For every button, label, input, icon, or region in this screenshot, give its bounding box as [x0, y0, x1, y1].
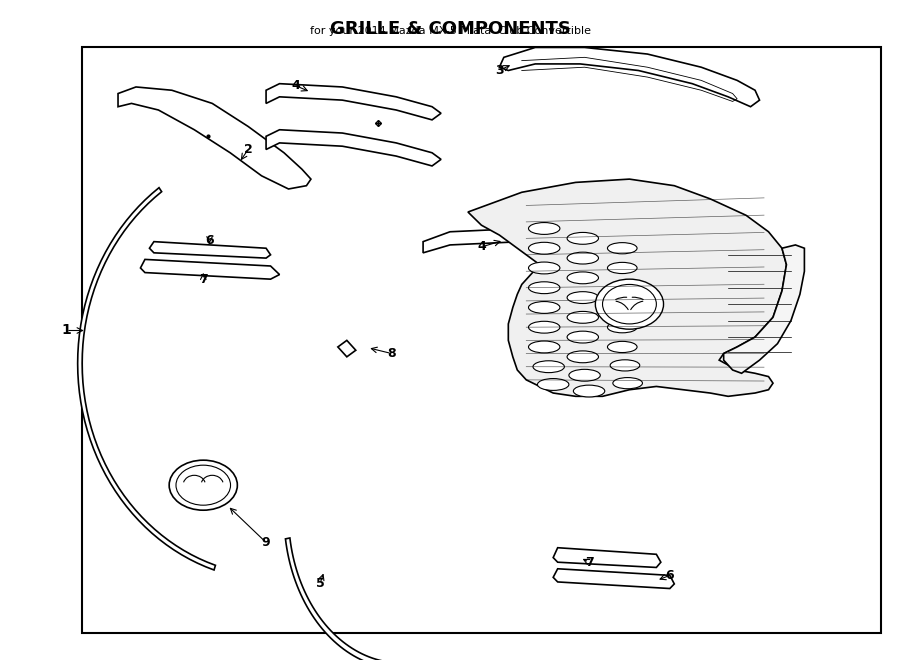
Text: for your 2014 Mazda MX-5 Miata  Club Convertible: for your 2014 Mazda MX-5 Miata Club Conv…: [310, 26, 590, 36]
Ellipse shape: [528, 321, 560, 333]
Polygon shape: [140, 259, 280, 279]
Circle shape: [595, 279, 663, 329]
Polygon shape: [724, 245, 805, 373]
Ellipse shape: [573, 385, 605, 397]
Ellipse shape: [567, 233, 598, 245]
Text: 3: 3: [495, 64, 504, 77]
Polygon shape: [118, 87, 310, 189]
Polygon shape: [554, 548, 661, 567]
Text: GRILLE & COMPONENTS: GRILLE & COMPONENTS: [329, 20, 571, 38]
Ellipse shape: [613, 377, 643, 389]
Polygon shape: [338, 340, 356, 357]
Text: 2: 2: [244, 143, 253, 156]
Polygon shape: [554, 568, 674, 588]
Text: 7: 7: [199, 273, 208, 286]
Ellipse shape: [608, 322, 637, 332]
Polygon shape: [500, 48, 760, 106]
Ellipse shape: [608, 341, 637, 352]
Ellipse shape: [608, 302, 637, 313]
Ellipse shape: [608, 243, 637, 254]
Ellipse shape: [567, 311, 598, 323]
Ellipse shape: [533, 361, 564, 373]
Text: 1: 1: [61, 323, 71, 338]
Ellipse shape: [608, 282, 637, 293]
Ellipse shape: [528, 282, 560, 293]
Text: 4: 4: [477, 241, 486, 253]
Polygon shape: [77, 188, 215, 570]
Polygon shape: [266, 84, 441, 120]
Ellipse shape: [569, 369, 600, 381]
Ellipse shape: [528, 301, 560, 313]
Circle shape: [169, 460, 238, 510]
Ellipse shape: [528, 223, 560, 235]
Ellipse shape: [567, 351, 598, 363]
Ellipse shape: [567, 253, 598, 264]
Ellipse shape: [528, 341, 560, 353]
Ellipse shape: [537, 379, 569, 391]
Bar: [82, 48, 881, 633]
Text: 6: 6: [205, 234, 214, 247]
Ellipse shape: [528, 262, 560, 274]
Ellipse shape: [567, 292, 598, 303]
Polygon shape: [423, 229, 585, 253]
Ellipse shape: [567, 331, 598, 343]
Text: 7: 7: [585, 556, 593, 568]
Ellipse shape: [567, 272, 598, 284]
Ellipse shape: [528, 243, 560, 254]
Text: 8: 8: [387, 347, 396, 360]
Ellipse shape: [608, 262, 637, 274]
Text: 4: 4: [292, 79, 300, 92]
Polygon shape: [266, 130, 441, 166]
Polygon shape: [468, 179, 787, 397]
Text: 6: 6: [665, 569, 674, 582]
Text: 5: 5: [316, 578, 324, 590]
Polygon shape: [285, 538, 383, 661]
Text: 9: 9: [262, 536, 270, 549]
Polygon shape: [149, 242, 271, 258]
Ellipse shape: [610, 360, 640, 371]
